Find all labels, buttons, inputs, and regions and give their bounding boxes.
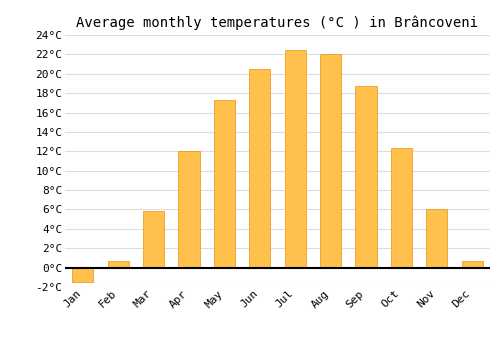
Bar — [249, 69, 270, 268]
Bar — [143, 211, 164, 268]
Bar — [391, 148, 412, 268]
Bar — [426, 209, 448, 268]
Bar — [214, 100, 235, 268]
Title: Average monthly temperatures (°C ) in Brâncoveni: Average monthly temperatures (°C ) in Br… — [76, 15, 478, 30]
Bar — [320, 54, 341, 268]
Bar — [108, 261, 129, 268]
Bar — [462, 261, 483, 268]
Bar — [72, 268, 94, 282]
Bar — [284, 50, 306, 268]
Bar — [178, 151, 200, 268]
Bar — [356, 86, 376, 268]
